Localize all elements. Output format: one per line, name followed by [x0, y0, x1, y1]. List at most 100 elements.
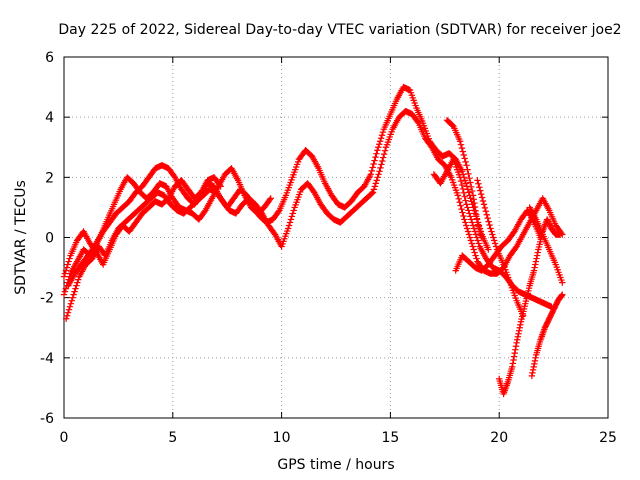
data-point [530, 363, 537, 371]
data-point [473, 255, 480, 262]
data-point [461, 177, 469, 184]
data-point [459, 168, 466, 175]
x-axis-label: GPS time / hours [277, 457, 394, 473]
data-point [374, 147, 381, 154]
data-point [491, 237, 498, 244]
data-point [459, 185, 467, 193]
data-point [375, 144, 382, 151]
data-point [485, 246, 492, 253]
y-axis-label: SDTVAR / TECUs [13, 180, 29, 295]
data-point [377, 164, 384, 172]
data-point [517, 321, 524, 328]
data-point [463, 222, 470, 229]
data-point [485, 218, 492, 225]
data-point [509, 360, 517, 367]
data-point [465, 231, 473, 238]
data-point [533, 252, 541, 259]
data-point [474, 177, 481, 184]
y-tick-label: 0 [45, 231, 54, 247]
data-point [463, 225, 471, 232]
data-point [290, 207, 297, 214]
data-point [376, 141, 383, 148]
data-point [510, 356, 517, 364]
data-point [371, 183, 379, 190]
data-point [459, 148, 467, 155]
data-point [464, 204, 471, 211]
data-point [516, 324, 523, 331]
y-tick-label: -2 [40, 291, 54, 307]
x-tick-label: 0 [60, 430, 69, 446]
data-point [289, 210, 296, 217]
series-arc-4 [60, 174, 224, 280]
data-point [465, 170, 472, 178]
y-tick-label: -6 [40, 411, 54, 427]
data-point [477, 187, 484, 194]
data-point [558, 292, 565, 299]
data-point [462, 158, 469, 166]
data-point [288, 213, 296, 220]
data-point [531, 357, 539, 365]
data-point [471, 199, 478, 207]
data-point [60, 291, 68, 298]
data-point [492, 243, 500, 250]
data-point [463, 162, 470, 169]
data-point [484, 214, 491, 222]
data-point [380, 154, 387, 161]
data-point [454, 192, 462, 199]
axes: 0 5 10 15 20 25 -6 -4 -2 0 2 4 6 [40, 50, 617, 446]
data-point [461, 155, 468, 162]
data-point [370, 160, 377, 168]
data-point [479, 197, 487, 205]
data-point [65, 258, 72, 265]
data-point [470, 246, 477, 253]
data-point [74, 279, 81, 286]
data-point [556, 231, 564, 238]
data-point [510, 353, 518, 360]
data-point [477, 190, 485, 198]
data-point [468, 183, 475, 190]
data-point [468, 216, 475, 223]
data-point [509, 363, 516, 371]
chart-title: Day 225 of 2022, Sidereal Day-to-day VTE… [58, 22, 621, 38]
data-point [63, 264, 70, 271]
data-point [217, 183, 224, 190]
data-point [463, 201, 470, 208]
data-point [62, 315, 70, 322]
data-point [511, 349, 518, 357]
data-points [60, 83, 566, 398]
data-point [529, 366, 537, 374]
data-point [528, 372, 536, 380]
data-point [285, 222, 293, 229]
data-point [532, 261, 539, 268]
y-tick-label: 4 [45, 110, 54, 126]
data-point [531, 360, 538, 368]
data-point [267, 195, 274, 202]
data-point [460, 151, 467, 159]
data-point [533, 255, 540, 262]
data-point [462, 219, 469, 226]
data-point [62, 267, 70, 274]
y-tick-label: 6 [45, 50, 54, 66]
data-point [284, 225, 292, 232]
data-point [489, 231, 496, 238]
data-point [513, 339, 520, 346]
x-tick-label: 5 [168, 430, 177, 446]
data-point [469, 243, 476, 250]
data-point [72, 285, 79, 292]
data-point [534, 249, 541, 256]
y-tick-label: 2 [45, 170, 54, 186]
data-point [287, 216, 295, 223]
data-point [468, 240, 476, 247]
data-point [490, 234, 497, 241]
data-point [470, 196, 477, 203]
series-arc-6 [443, 116, 485, 241]
data-point [475, 240, 482, 247]
data-point [368, 190, 376, 197]
data-point [478, 194, 486, 201]
data-point [466, 210, 473, 217]
data-point [67, 300, 75, 307]
data-point [514, 333, 522, 340]
data-point [216, 181, 223, 189]
x-tick-label: 15 [381, 430, 399, 446]
